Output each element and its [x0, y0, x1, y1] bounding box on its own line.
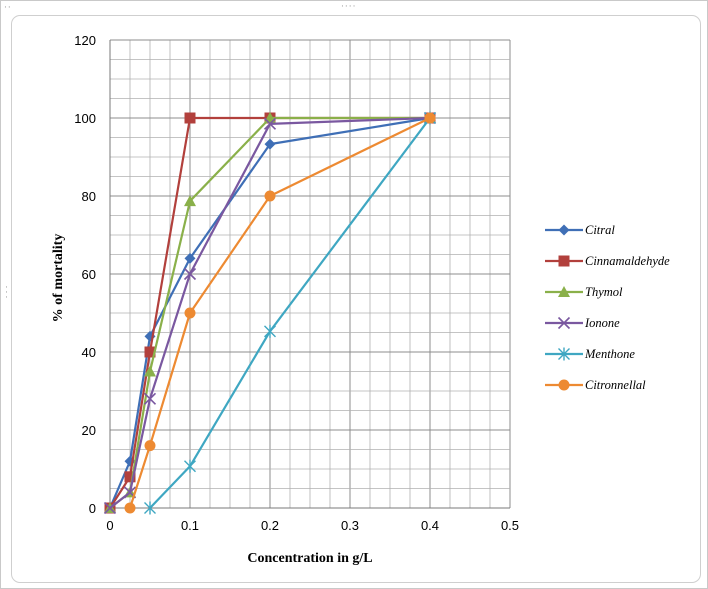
- data-point: [144, 440, 156, 452]
- legend-marker: [558, 255, 570, 267]
- y-tick-label: 0: [89, 501, 96, 516]
- y-axis-title: % of mortality: [51, 234, 66, 323]
- x-tick-label: 0.4: [421, 518, 439, 533]
- legend-entry: Thymol: [545, 285, 623, 299]
- legend-label: Cinnamaldehyde: [585, 254, 670, 268]
- y-tick-label: 120: [74, 33, 96, 48]
- corner-resize-handle-icon[interactable]: ··: [4, 3, 12, 13]
- legend-marker: [557, 316, 571, 330]
- data-point: [184, 112, 196, 124]
- data-point: [144, 365, 156, 377]
- y-tick-label: 60: [82, 267, 96, 282]
- data-point: [183, 267, 197, 281]
- data-point: [144, 501, 156, 515]
- y-tick-label: 80: [82, 189, 96, 204]
- x-tick-label: 0.5: [501, 518, 519, 533]
- data-point: [103, 501, 117, 515]
- data-point: [264, 324, 276, 338]
- y-tick-label: 20: [82, 423, 96, 438]
- legend-label: Ionone: [584, 316, 620, 330]
- data-point: [184, 307, 196, 319]
- legend-entry: Citral: [545, 223, 615, 237]
- legend-marker: [558, 379, 570, 391]
- legend-entry: Ionone: [545, 316, 620, 330]
- data-point: [424, 112, 436, 124]
- series-citronnellal: [124, 112, 436, 514]
- data-point: [144, 346, 156, 358]
- top-resize-handle-icon[interactable]: ····: [341, 2, 357, 12]
- legend-label: Citral: [585, 223, 615, 237]
- left-resize-handle-icon[interactable]: · · ·: [5, 283, 9, 303]
- data-point: [124, 471, 136, 483]
- legend-label: Thymol: [585, 285, 623, 299]
- legend-marker: [558, 286, 570, 297]
- data-point: [184, 195, 196, 207]
- x-tick-label: 0.3: [341, 518, 359, 533]
- x-axis-title: Concentration in g/L: [247, 551, 372, 566]
- x-tick-label: 0.2: [261, 518, 279, 533]
- series-line: [149, 117, 431, 509]
- data-point: [124, 502, 136, 514]
- x-tick-label: 0.1: [181, 518, 199, 533]
- y-tick-label: 40: [82, 345, 96, 360]
- legend-entry: Cinnamaldehyde: [545, 254, 670, 268]
- series-line: [108, 116, 431, 509]
- data-point: [264, 138, 276, 150]
- legend-entry: Citronnellal: [545, 378, 646, 392]
- legend-label: Citronnellal: [585, 378, 646, 392]
- legend: Citral Cinnamaldehyde Thymol Ionone Menthone…: [545, 223, 670, 392]
- data-point: [143, 392, 157, 405]
- data-point: [184, 252, 196, 264]
- legend-entry: Menthone: [545, 347, 635, 361]
- legend-marker: [558, 224, 570, 236]
- data-point: [264, 190, 276, 202]
- series-group: [103, 111, 437, 515]
- data-point: [263, 117, 277, 130]
- legend-label: Menthone: [584, 347, 635, 361]
- data-point: [184, 459, 196, 473]
- legend-marker: [558, 347, 570, 361]
- x-tick-label: 0: [106, 518, 113, 533]
- gridlines: [109, 39, 511, 509]
- axes: 0 0.1 0.2 0.3 0.4 0.5 0 20 40 60 80 100 120: [74, 33, 519, 533]
- y-tick-label: 100: [74, 111, 96, 126]
